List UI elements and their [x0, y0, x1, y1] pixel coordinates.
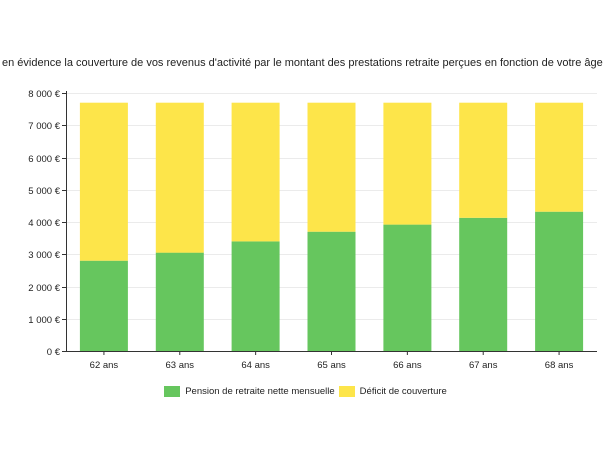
bar-deficit: [535, 102, 584, 212]
bar-deficit: [307, 102, 356, 232]
legend: Pension de retraite nette mensuelle Défi…: [0, 383, 611, 399]
y-tick-label: 1 000 €: [28, 315, 60, 326]
y-tick-label: 3 000 €: [28, 250, 60, 261]
bar-pension: [383, 224, 432, 351]
bar-pension: [79, 260, 128, 351]
y-tick-label: 5 000 €: [28, 186, 60, 197]
legend-item-deficit[interactable]: Déficit de couverture: [338, 385, 447, 397]
bars: [79, 102, 584, 351]
y-tick-label: 2 000 €: [28, 283, 60, 294]
legend-label-pension: Pension de retraite nette mensuelle: [185, 385, 335, 397]
y-tick-label: 8 000 €: [28, 89, 60, 100]
x-tick-label: 64 ans: [241, 360, 270, 371]
bar-pension: [307, 231, 356, 351]
x-tick-label: 65 ans: [317, 360, 346, 371]
legend-item-pension[interactable]: Pension de retraite nette mensuelle: [164, 385, 335, 397]
legend-swatch-deficit: [338, 385, 355, 397]
bar-deficit: [383, 102, 432, 225]
chart-title: en évidence la couverture de vos revenus…: [2, 57, 603, 69]
x-tick-label: 63 ans: [166, 360, 195, 371]
x-tick-label: 62 ans: [90, 360, 119, 371]
y-tick-label: 7 000 €: [28, 121, 60, 132]
x-tick-label: 68 ans: [545, 360, 574, 371]
axes: 0 € 1 000 € 2 000 € 3 000 € 4 000 € 5 000 € 6 …: [28, 89, 597, 371]
bar-deficit: [231, 102, 280, 242]
bar-pension: [535, 211, 584, 351]
y-tick-label: 0 €: [47, 347, 61, 358]
y-tick-label: 4 000 €: [28, 218, 60, 229]
bar-pension: [459, 217, 508, 351]
bar-pension: [155, 252, 204, 351]
legend-swatch-pension: [164, 385, 181, 397]
legend-label-deficit: Déficit de couverture: [359, 385, 447, 397]
x-tick-label: 67 ans: [469, 360, 498, 371]
y-tick-label: 6 000 €: [28, 154, 60, 165]
bar-pension: [231, 241, 280, 351]
x-tick-label: 66 ans: [393, 360, 422, 371]
bar-deficit: [459, 102, 508, 218]
bar-deficit: [79, 102, 128, 261]
bar-deficit: [155, 102, 204, 253]
